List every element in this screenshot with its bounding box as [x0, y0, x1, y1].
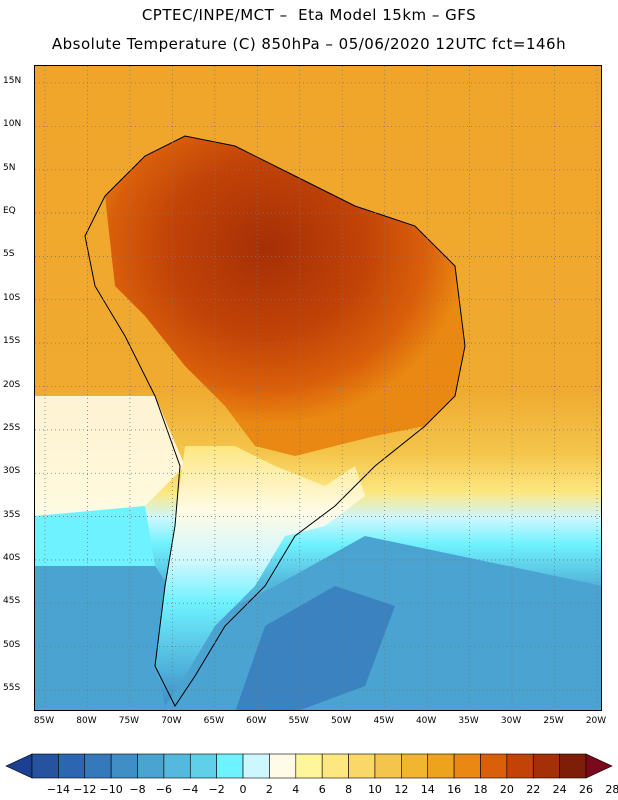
chart-subtitle: Absolute Temperature (C) 850hPa – 05/06/… — [51, 35, 567, 53]
legend-swatch — [374, 753, 402, 779]
legend-tick-label: 26 — [579, 783, 593, 796]
latitude-label: 55S — [3, 683, 21, 693]
legend-tick-label: −6 — [155, 783, 172, 796]
longitude-label: 30W — [500, 716, 522, 726]
legend-swatch — [453, 753, 481, 779]
longitude-label: 70W — [161, 716, 182, 726]
temperature-map — [35, 66, 601, 710]
legend-tick-label: −14 — [46, 783, 70, 796]
hot-land — [105, 136, 465, 456]
latitude-label: 20S — [3, 379, 21, 390]
legend-tick-label: 2 — [265, 783, 273, 796]
legend-tick-label: 0 — [239, 783, 247, 796]
legend-tick-label: 10 — [367, 783, 382, 796]
legend-tick-label: 4 — [292, 783, 300, 796]
longitude-label: 40W — [415, 716, 437, 726]
chart-title: CPTEC/INPE/MCT – Eta Model 15km – GFS — [141, 6, 477, 24]
longitude-label: 80W — [76, 716, 97, 726]
longitude-label: 60W — [246, 716, 267, 726]
latitude-label: EQ — [3, 206, 16, 217]
legend-swatch — [506, 753, 534, 779]
longitude-label: 75W — [118, 716, 140, 726]
color-legend — [5, 753, 613, 779]
legend-tick-label: −2 — [208, 783, 225, 796]
legend-swatch — [480, 753, 508, 779]
legend-tick-label: 20 — [499, 783, 514, 796]
legend-tick-label: 8 — [345, 783, 353, 796]
legend-swatch — [348, 753, 376, 779]
cyan-band-west — [35, 506, 155, 566]
latitude-label: 40S — [3, 552, 21, 563]
coastline — [84, 135, 466, 707]
latitude-label: 5N — [3, 162, 16, 173]
legend-swatch — [559, 753, 587, 779]
longitude-label: 20W — [585, 716, 607, 726]
legend-swatch — [58, 753, 86, 779]
legend-swatch — [295, 753, 323, 779]
longitude-label: 25W — [543, 716, 564, 726]
legend-tick-label: −4 — [182, 783, 199, 796]
legend-swatch — [401, 753, 429, 779]
legend-tick-label: 28 — [605, 783, 618, 796]
map-frame[interactable] — [34, 65, 602, 711]
legend-swatch — [31, 753, 59, 779]
legend-swatch — [216, 753, 244, 779]
legend-swatch — [269, 753, 297, 779]
cool-band-west — [35, 396, 185, 516]
legend-swatch — [189, 753, 217, 779]
longitude-label: 50W — [331, 716, 352, 726]
latitude-label: 25S — [3, 422, 21, 433]
southern-cone — [155, 446, 365, 706]
latitude-label: 5S — [3, 249, 15, 260]
legend-swatch — [137, 753, 165, 779]
legend-tick-label: 22 — [526, 783, 541, 796]
legend-tick-label: 24 — [552, 783, 567, 796]
latitude-label: 10N — [3, 119, 22, 130]
longitude-label: 55W — [288, 716, 309, 726]
legend-tick-label: 12 — [394, 783, 409, 796]
latitude-label: 30S — [3, 466, 21, 477]
legend-tick-label: 18 — [473, 783, 488, 796]
legend-low-arrow — [5, 753, 33, 779]
longitude-label: 65W — [203, 716, 225, 726]
legend-swatch — [242, 753, 270, 779]
legend-high-arrow — [585, 753, 613, 779]
legend-tick-label: 14 — [420, 783, 435, 796]
legend-tick-label: −12 — [73, 783, 97, 796]
latitude-label: 50S — [3, 639, 21, 650]
legend-tick-label: −10 — [99, 783, 123, 796]
latitude-label: 45S — [3, 596, 21, 607]
longitude-label: 35W — [458, 716, 479, 726]
latitude-label: 15S — [3, 336, 21, 347]
legend-swatch — [321, 753, 349, 779]
coldest-patch — [235, 586, 395, 710]
legend-tick-label: 6 — [318, 783, 326, 796]
legend-swatch — [84, 753, 112, 779]
latitude-label: 35S — [3, 509, 21, 520]
latitude-label: 15N — [3, 76, 22, 86]
longitude-label: 45W — [373, 716, 394, 726]
grid-lines — [35, 66, 601, 710]
longitude-label: 85W — [33, 716, 55, 726]
legend-tick-label: −8 — [129, 783, 146, 796]
legend-swatch — [163, 753, 191, 779]
latitude-label: 10S — [3, 292, 21, 303]
legend-swatch — [532, 753, 560, 779]
legend-tick-label: 16 — [447, 783, 462, 796]
legend-swatch — [110, 753, 138, 779]
legend-swatch — [427, 753, 455, 779]
